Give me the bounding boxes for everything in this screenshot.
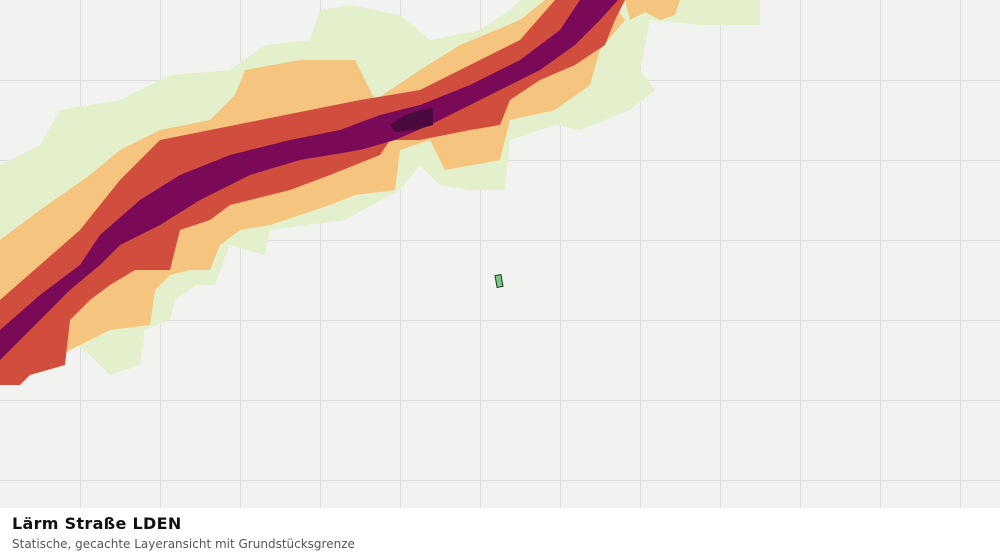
- map-view: [0, 0, 1000, 508]
- parcel-boundary: [494, 273, 504, 289]
- caption: Lärm Straße LDEN Statische, gecachte Lay…: [0, 508, 1000, 560]
- layer-title: Lärm Straße LDEN: [12, 514, 182, 533]
- noise-zone-70: [0, 0, 618, 360]
- layer-subtitle: Statische, gecachte Layeransicht mit Gru…: [12, 537, 355, 551]
- noise-zone-75: [390, 108, 433, 132]
